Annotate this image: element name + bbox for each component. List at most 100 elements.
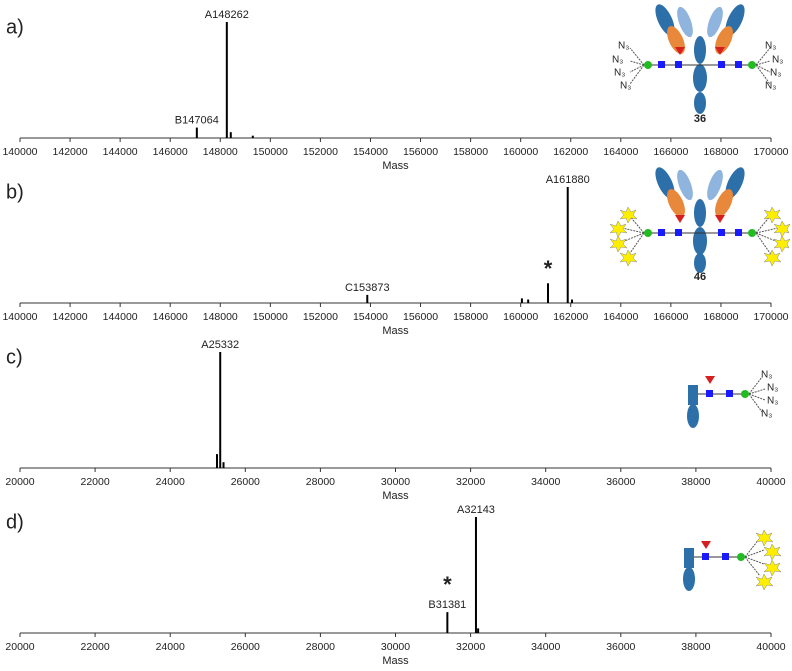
x-tick-label: 142000 [53,311,88,323]
x-tick-label: 146000 [153,146,188,158]
peak-label: A161880 [546,174,590,186]
x-axis-label: Mass [382,325,409,337]
peak-label: B31381 [428,599,466,611]
azide-label: N₃ [765,81,776,92]
x-tick-label: 22000 [80,476,109,488]
x-tick-label: 34000 [531,476,560,488]
x-tick-label: 20000 [5,476,34,488]
x-tick-label: 26000 [231,641,260,653]
x-tick-label: 152000 [303,311,338,323]
x-tick-label: 156000 [403,311,438,323]
antibody-diagram-b: 46 [609,167,791,283]
peak [251,135,254,138]
x-tick-label: 156000 [403,146,438,158]
x-tick-label: 24000 [156,641,185,653]
x-tick-label: 168000 [703,146,738,158]
azide-label: N₃ [767,396,778,407]
peak [446,612,449,633]
peak [225,22,228,138]
x-tick-label: 168000 [703,311,738,323]
x-axis-label: Mass [382,655,409,666]
x-tick-label: 24000 [156,476,185,488]
x-tick-label: 22000 [80,641,109,653]
azide-label: N₃ [770,68,781,79]
x-tick-label: 160000 [503,146,538,158]
compound-label: 46 [694,271,706,283]
x-tick-label: 38000 [681,641,710,653]
fc-diagram-c: N₃ N₃ N₃ N₃ [687,370,778,428]
peak [219,352,222,468]
panel-label: a) [6,16,24,38]
azide-label: N₃ [772,55,783,66]
x-tick-label: 144000 [103,146,138,158]
peak-label: A148262 [205,9,249,21]
x-tick-label: 152000 [303,146,338,158]
panel-label: c) [6,346,23,368]
azide-label: N₃ [614,68,625,79]
compound-label: 36 [694,113,706,125]
x-tick-label: 160000 [503,311,538,323]
x-tick-label: 148000 [203,146,238,158]
x-tick-label: 158000 [453,311,488,323]
panel-label: b) [6,181,24,203]
x-axis-label: Mass [382,160,409,172]
x-tick-label: 26000 [231,476,260,488]
x-axis-label: Mass [382,490,409,502]
peak-star: * [544,256,553,281]
fc-diagram-d [683,529,782,591]
x-tick-label: 170000 [753,146,788,158]
peak-label: A25332 [201,339,239,351]
x-tick-label: 38000 [681,476,710,488]
peak [195,127,198,138]
x-tick-label: 166000 [653,311,688,323]
x-tick-label: 36000 [606,641,635,653]
x-tick-label: 166000 [653,146,688,158]
azide-label: N₃ [612,55,623,66]
x-tick-label: 150000 [253,311,288,323]
peak [477,628,480,633]
x-tick-label: 148000 [203,311,238,323]
x-tick-label: 36000 [606,476,635,488]
x-tick-label: 30000 [381,641,410,653]
x-tick-label: 32000 [456,476,485,488]
x-tick-label: 140000 [2,146,37,158]
x-tick-label: 40000 [756,641,785,653]
antibody-diagram-a: N₃ N₃ N₃ N₃ N₃ N₃ N₃ N₃ 36 [612,4,783,125]
x-tick-label: 40000 [756,476,785,488]
peak [527,299,530,303]
x-tick-label: 164000 [603,311,638,323]
x-tick-label: 142000 [53,146,88,158]
x-tick-label: 154000 [353,146,388,158]
x-tick-label: 158000 [453,146,488,158]
x-tick-label: 28000 [306,641,335,653]
azide-label: N₃ [761,370,772,381]
x-tick-label: 164000 [603,146,638,158]
peak [520,298,523,303]
azide-label: N₃ [620,81,631,92]
x-tick-label: 34000 [531,641,560,653]
x-tick-label: 28000 [306,476,335,488]
peak-label: C153873 [345,282,390,294]
peak-label: A32143 [457,504,495,516]
x-tick-label: 140000 [2,311,37,323]
peak [366,294,369,303]
azide-label: N₃ [618,41,629,52]
azide-label: N₃ [761,409,772,420]
peak [222,462,225,468]
azide-label: N₃ [765,41,776,52]
peak-label: B147064 [175,114,219,126]
peak [474,517,477,633]
x-tick-label: 32000 [456,641,485,653]
peak [229,132,232,138]
x-tick-label: 150000 [253,146,288,158]
azide-label: N₃ [767,383,778,394]
x-tick-label: 20000 [5,641,34,653]
peak-star: * [443,572,452,597]
peak [566,187,569,303]
x-tick-label: 144000 [103,311,138,323]
x-tick-label: 154000 [353,311,388,323]
x-tick-label: 30000 [381,476,410,488]
peak [547,283,550,303]
x-tick-label: 146000 [153,311,188,323]
